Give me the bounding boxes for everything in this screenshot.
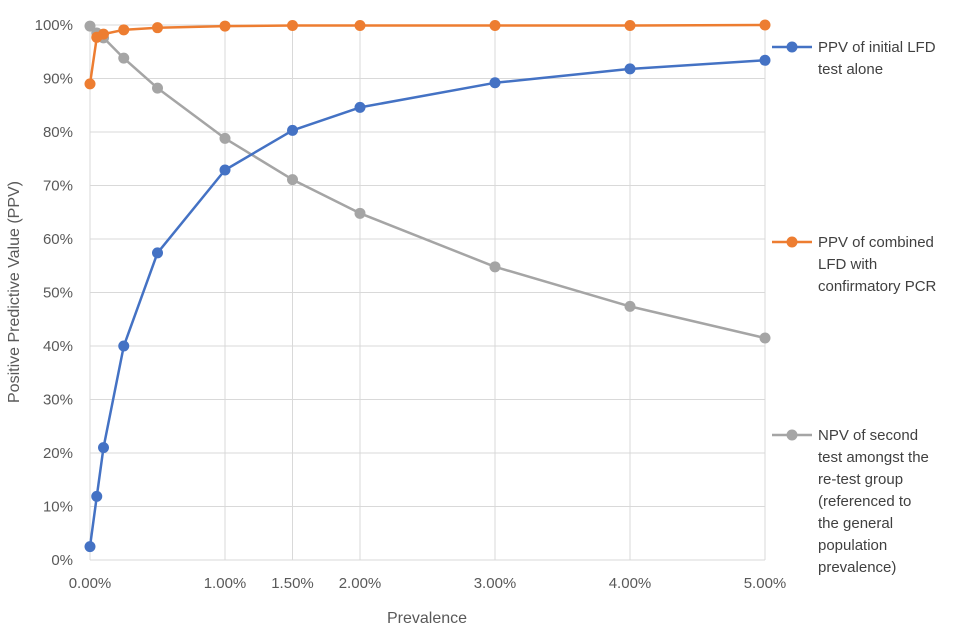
data-point: [84, 20, 96, 32]
series-line: [88, 59, 766, 547]
series-line: [89, 25, 766, 340]
y-tick-label: 70%: [43, 178, 73, 195]
legend-label-line: confirmatory PCR: [818, 278, 937, 295]
y-tick-label: 100%: [35, 17, 73, 34]
data-point: [354, 20, 366, 32]
data-point: [98, 442, 109, 454]
data-point: [624, 20, 636, 32]
data-point: [84, 78, 96, 90]
series-line: [88, 23, 766, 84]
legend-label-line: test amongst the: [818, 449, 929, 466]
x-tick-label: 2.00%: [339, 575, 382, 592]
data-point: [118, 52, 130, 64]
x-tick-label: 5.00%: [744, 575, 787, 592]
data-point: [354, 101, 366, 113]
data-point: [118, 24, 130, 36]
data-point: [759, 332, 771, 344]
data-point: [759, 54, 771, 66]
y-tick-label: 90%: [43, 71, 73, 88]
data-point: [219, 132, 231, 144]
legend-label-line: LFD with: [818, 256, 877, 273]
data-point: [354, 207, 366, 219]
data-point: [287, 174, 298, 186]
y-tick-label: 30%: [43, 392, 73, 409]
series-2: [84, 19, 771, 90]
legend-item-3: NPV of second test amongst the re-test gro…: [772, 427, 929, 576]
y-tick-label: 20%: [43, 445, 73, 462]
data-point: [152, 247, 163, 259]
legend-label-line: PPV of initial LFD: [818, 39, 936, 56]
y-tick-label: 60%: [43, 231, 73, 248]
data-point: [287, 20, 298, 32]
legend-label-line: population: [818, 537, 887, 554]
y-axis-title: Positive Predictive Value (PPV): [6, 181, 23, 403]
data-point: [84, 541, 96, 553]
series-3: [84, 20, 771, 344]
y-tick-label: 80%: [43, 124, 73, 141]
data-point: [489, 20, 501, 32]
y-tick-label: 0%: [51, 552, 73, 569]
y-tick-label: 10%: [43, 499, 73, 516]
data-point: [759, 19, 771, 31]
x-tick-label: 4.00%: [609, 575, 652, 592]
data-point: [152, 22, 163, 34]
y-axis-ticks: 0% 10% 20% 30% 40% 50% 60% 70% 80% 90% 100%: [35, 17, 73, 569]
x-tick-label: 0.00%: [69, 575, 112, 592]
legend-item-1: PPV of initial LFD test alone: [772, 39, 936, 78]
data-point: [489, 261, 501, 273]
data-point: [118, 340, 130, 352]
x-axis-title: Prevalence: [387, 610, 467, 627]
data-point: [287, 124, 298, 136]
legend-label-line: (referenced to: [818, 493, 911, 510]
data-point: [91, 490, 103, 502]
data-point: [489, 77, 501, 89]
legend: PPV of initial LFD test alone PPV of combi…: [772, 39, 937, 576]
x-tick-label: 3.00%: [474, 575, 517, 592]
legend-swatch-marker: [786, 236, 798, 248]
legend-swatch-marker: [786, 429, 798, 441]
legend-item-2: PPV of combined LFD with confirmatory PCR: [772, 234, 937, 295]
data-point: [98, 28, 109, 40]
data-point: [219, 164, 231, 176]
legend-swatch-marker: [786, 41, 798, 53]
legend-label-line: test alone: [818, 61, 883, 78]
series-group: [84, 19, 771, 553]
series-1: [84, 54, 771, 553]
x-tick-label: 1.50%: [271, 575, 314, 592]
x-tick-label: 1.00%: [204, 575, 247, 592]
x-axis-ticks: 0.00% 1.00% 1.50% 2.00% 3.00% 4.00% 5.00%: [69, 575, 787, 592]
data-point: [152, 82, 163, 94]
legend-label-line: the general: [818, 515, 893, 532]
legend-label-line: re-test group: [818, 471, 903, 488]
data-point: [624, 300, 636, 312]
legend-label-line: NPV of second: [818, 427, 918, 444]
y-tick-label: 40%: [43, 338, 73, 355]
legend-label-line: PPV of combined: [818, 234, 934, 251]
data-point: [219, 20, 231, 32]
legend-label-line: prevalence): [818, 559, 896, 576]
gridlines: [89, 24, 766, 561]
data-point: [624, 63, 636, 75]
y-tick-label: 50%: [43, 285, 73, 302]
